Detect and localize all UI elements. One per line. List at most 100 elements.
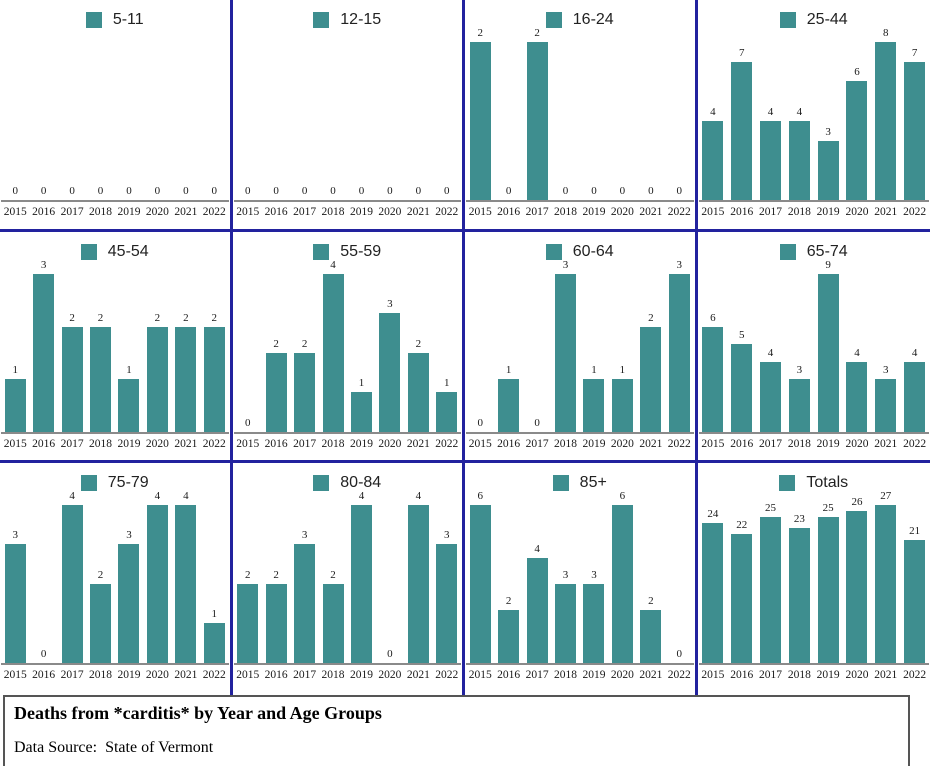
bar-slot: 6 <box>702 312 724 432</box>
x-axis-labels: 2015 2016 2017 2018 2019 2020 2021 2022 <box>699 434 930 450</box>
bar-value-label: 0 <box>358 184 365 197</box>
x-tick-label: 2019 <box>582 669 606 682</box>
bar-value-label: 0 <box>40 648 47 661</box>
x-tick-label: 2015 <box>468 669 492 682</box>
bar <box>237 584 259 664</box>
bar-value-label: 0 <box>244 184 251 197</box>
bar-value-label: 1 <box>12 363 18 376</box>
legend-swatch-icon <box>779 475 796 492</box>
bar-slot: 4 <box>322 259 344 432</box>
plot-area: 0 1 0 3 1 1 2 3 <box>466 259 694 434</box>
data-source-note: Data Source: State of Vermont <box>14 739 214 756</box>
bar-value-label: 2 <box>648 595 654 608</box>
x-tick-label: 2020 <box>145 437 169 450</box>
bar <box>904 62 926 200</box>
bar-value-label: 22 <box>736 519 748 532</box>
bar-value-label: 26 <box>851 496 863 509</box>
bar-value-label: 4 <box>415 490 422 503</box>
x-tick-label: 2017 <box>293 206 317 218</box>
bar <box>904 361 926 432</box>
legend: 16-24 <box>465 6 695 34</box>
bar <box>175 505 197 664</box>
bar-slot: 2 <box>526 27 548 200</box>
bar-value-label: 6 <box>477 490 483 503</box>
bar <box>4 544 26 664</box>
bar <box>731 62 753 200</box>
bar-value-label: 2 <box>273 337 279 350</box>
bar-slot: 0 <box>265 185 287 200</box>
bar-slot: 3 <box>379 298 401 432</box>
bar-value-label: 2 <box>273 569 279 582</box>
x-tick-label: 2017 <box>759 206 783 218</box>
bar-slot: 2 <box>61 312 83 432</box>
bar-slot: 2 <box>265 338 287 432</box>
bar <box>760 361 782 432</box>
x-tick-label: 2021 <box>406 206 430 218</box>
bar-slot: 4 <box>526 543 548 664</box>
x-tick-label: 2019 <box>582 206 606 218</box>
bar-value-label: 2 <box>97 311 104 324</box>
legend: 45-54 <box>0 238 230 266</box>
bar-slot: 0 <box>640 185 662 200</box>
x-tick-label: 2018 <box>787 437 811 450</box>
bar-slot: 26 <box>846 496 868 664</box>
legend-label: 75-79 <box>107 474 149 492</box>
x-axis-labels: 2015 2016 2017 2018 2019 2020 2021 2022 <box>234 665 462 681</box>
bar-slot: 3 <box>583 569 605 664</box>
bar-value-label: 0 <box>273 184 279 197</box>
plot-area: 2 0 2 0 0 0 0 0 <box>466 27 694 202</box>
x-tick-label: 2016 <box>32 206 56 218</box>
x-axis-labels: 2015 2016 2017 2018 2019 2020 2021 2022 <box>699 202 930 218</box>
bar-value-label: 4 <box>358 490 365 503</box>
bar-slot: 0 <box>555 185 577 200</box>
x-tick-label: 2019 <box>816 206 840 218</box>
bar-slot: 7 <box>731 47 753 200</box>
plot-area: 0 0 0 0 0 0 0 0 <box>1 34 229 202</box>
x-tick-label: 2021 <box>174 437 198 450</box>
bar-slot: 4 <box>350 490 372 664</box>
bar-slot: 0 <box>469 417 491 432</box>
bar-value-label: 4 <box>330 258 336 271</box>
bar <box>90 326 112 432</box>
bar-slot: 6 <box>846 66 868 200</box>
x-tick-label: 2017 <box>525 206 549 218</box>
x-tick-label: 2020 <box>145 206 169 218</box>
x-tick-label: 2016 <box>32 437 56 450</box>
legend: 25-44 <box>698 6 930 34</box>
chart-panel-12-15: 12-15 0 0 0 0 0 0 0 0 2015 2016 2017 2018 2019 2020 202… <box>232 0 465 232</box>
bar-slot: 0 <box>61 185 83 200</box>
bar <box>555 584 577 664</box>
bar <box>203 326 225 432</box>
bar-slot: 0 <box>379 648 401 663</box>
bar-slot: 6 <box>469 490 491 664</box>
bar <box>90 584 112 664</box>
x-axis-labels: 2015 2016 2017 2018 2019 2020 2021 2022 <box>1 434 229 450</box>
bar-value-label: 4 <box>854 346 860 359</box>
bar-slot: 2 <box>407 338 429 432</box>
bar-slot: 4 <box>788 106 810 200</box>
bar-value-label: 4 <box>911 346 918 359</box>
bar-slot: 0 <box>668 648 690 663</box>
bar-value-label: 9 <box>825 258 831 271</box>
bar-value-label: 6 <box>854 65 860 78</box>
bar-slot: 0 <box>350 185 372 200</box>
bar-value-label: 0 <box>591 184 597 197</box>
plot-area: 2 2 3 2 4 0 4 3 <box>233 490 461 666</box>
bar-value-label: 4 <box>534 543 540 556</box>
legend-swatch-icon <box>545 12 562 28</box>
bar-value-label: 3 <box>301 529 308 542</box>
bar <box>146 505 168 664</box>
legend: 55-59 <box>233 238 463 266</box>
bar-slot: 9 <box>817 259 839 432</box>
bar-slot: 1 <box>118 364 140 432</box>
bar-slot: 4 <box>407 490 429 664</box>
bar <box>817 273 839 432</box>
bar <box>294 352 316 432</box>
x-tick-label: 2017 <box>293 669 317 682</box>
bar-value-label: 3 <box>387 297 393 310</box>
bar-slot: 4 <box>146 490 168 664</box>
bar-value-label: 2 <box>505 595 512 608</box>
x-tick-label: 2022 <box>202 437 226 450</box>
bar-value-label: 4 <box>710 105 716 118</box>
bar-slot: 2 <box>469 27 491 200</box>
